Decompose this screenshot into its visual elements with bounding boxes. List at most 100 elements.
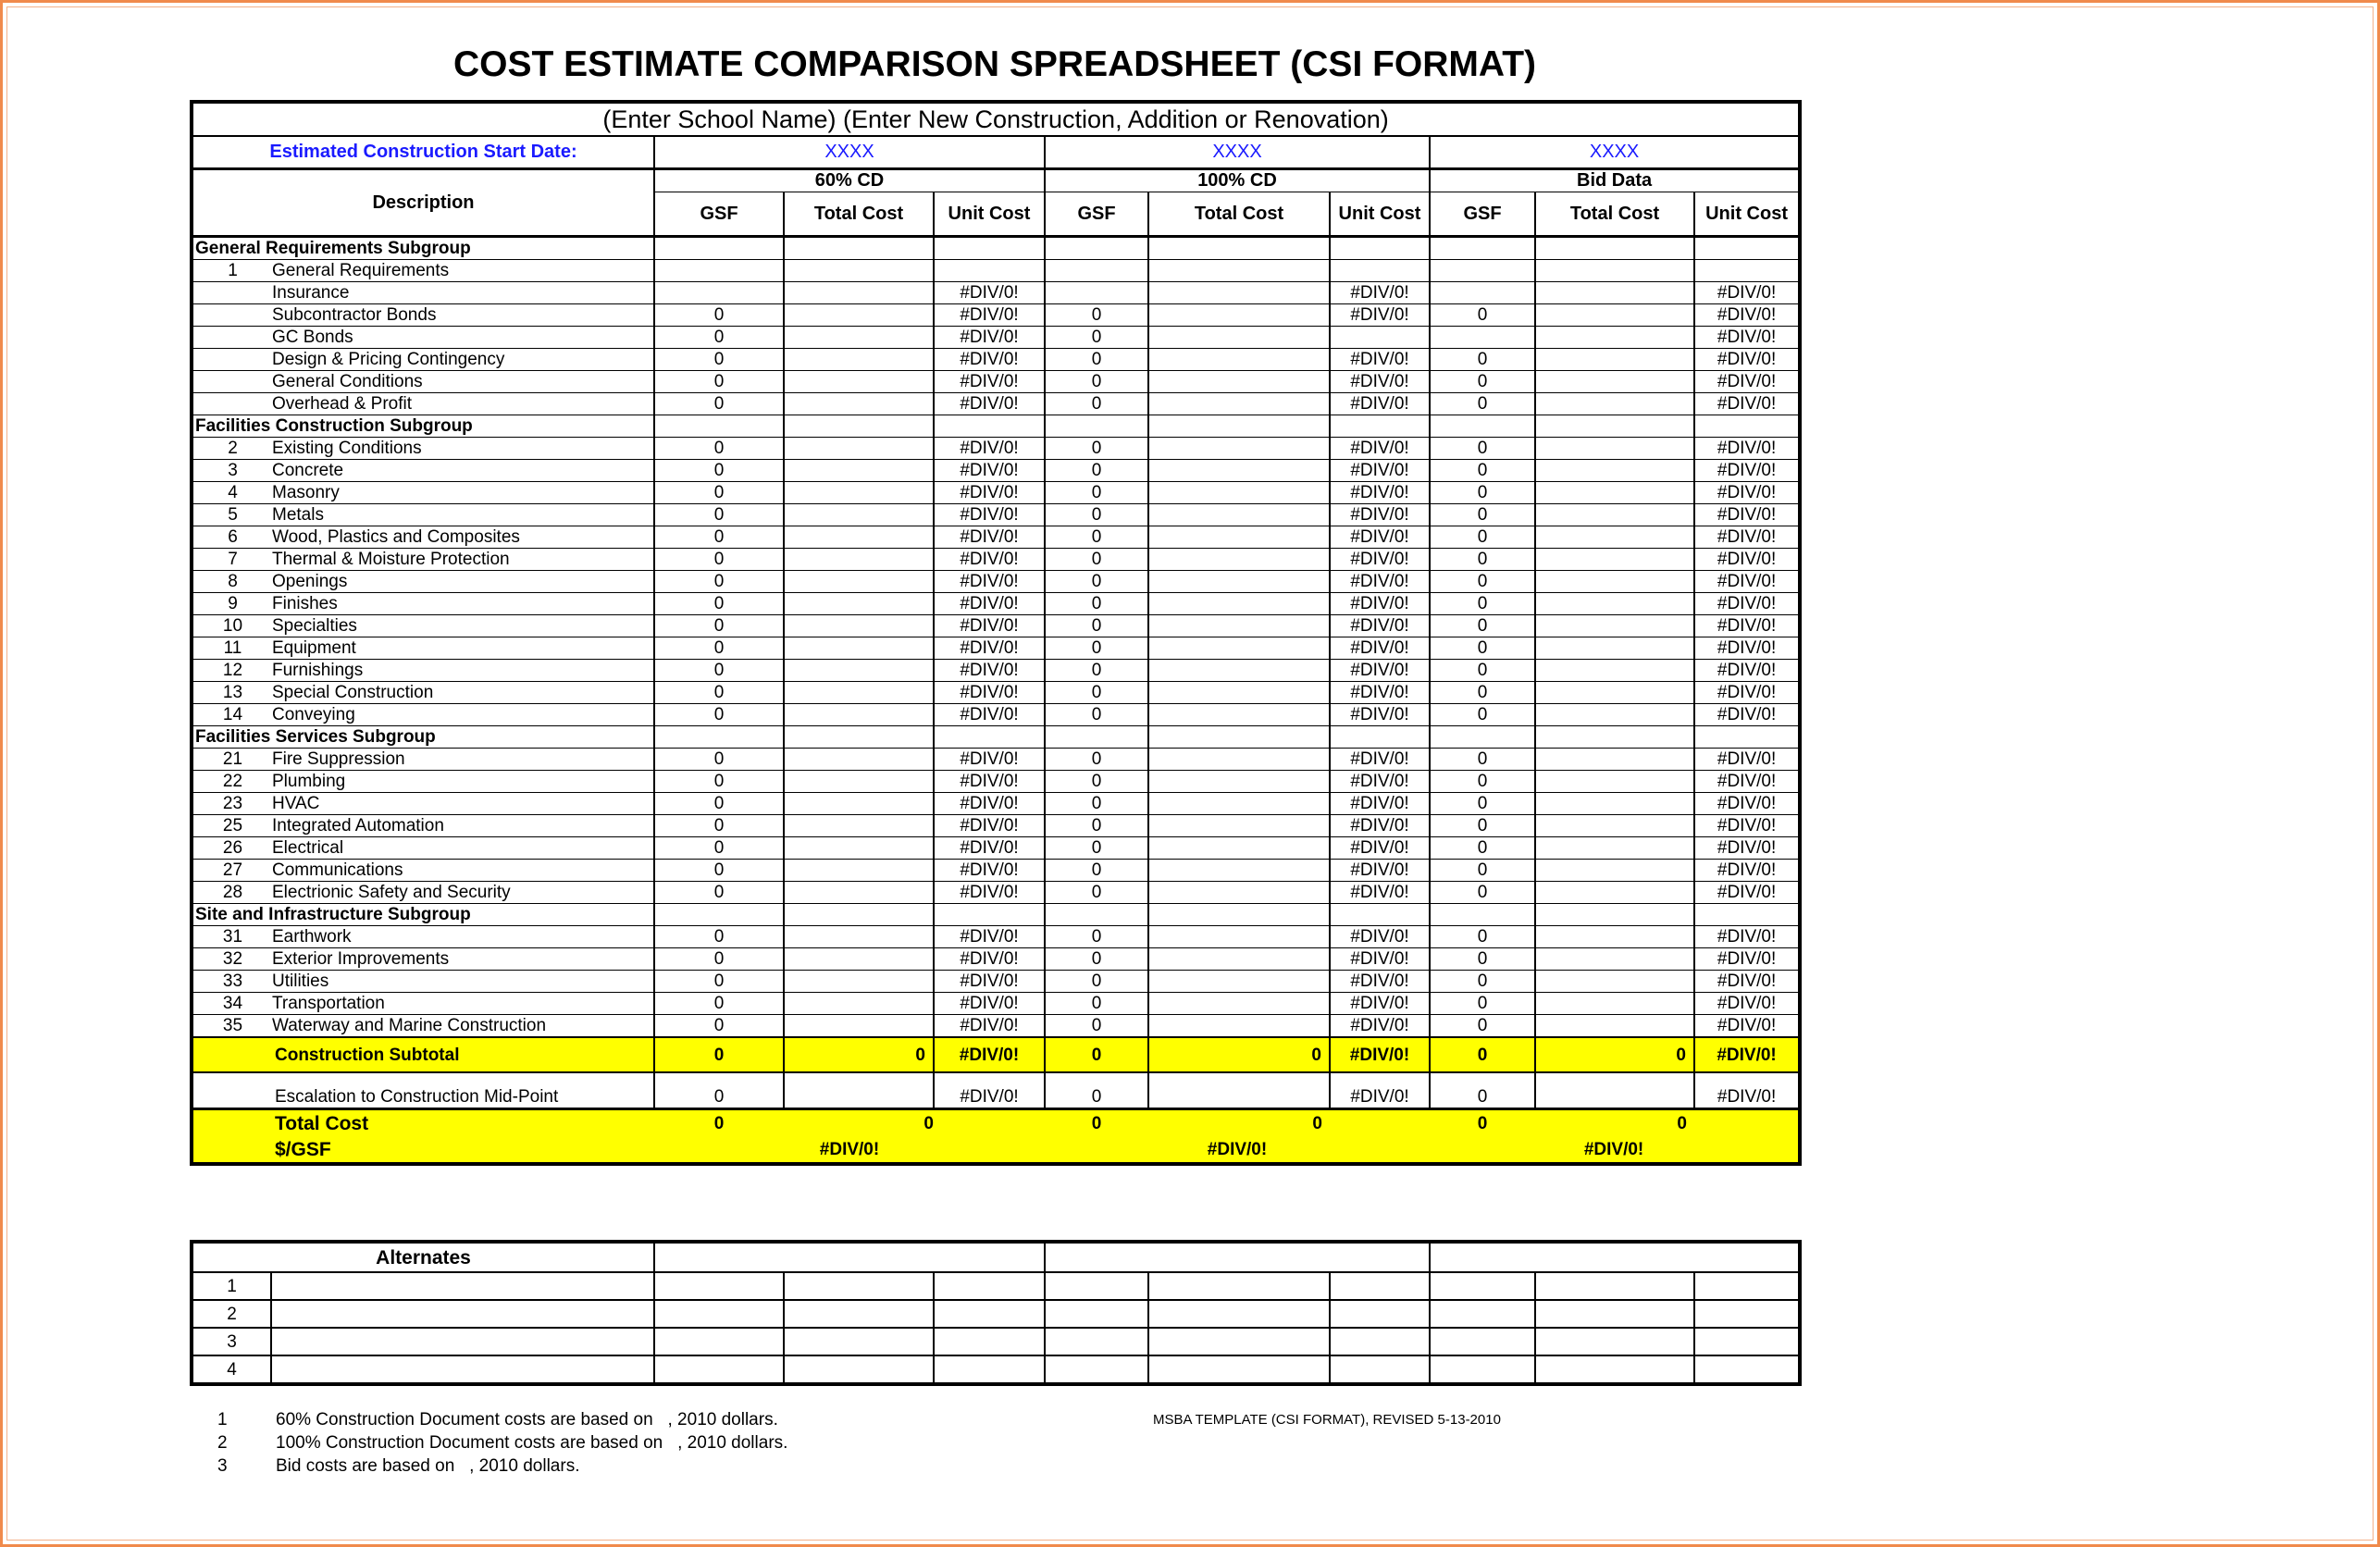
gsf-cell[interactable]: 0 [1044, 748, 1149, 771]
escalation-cell[interactable] [783, 1071, 935, 1109]
unit-cost-cell[interactable]: #DIV/0! [1329, 592, 1431, 615]
gsf-cell[interactable]: 0 [653, 370, 785, 393]
alternate-value-cell[interactable] [933, 1327, 1047, 1356]
gsf-cell[interactable]: 0 [1044, 614, 1149, 637]
total-cost-cell[interactable] [1147, 814, 1331, 837]
subtotal-cell[interactable]: 0 [1429, 1036, 1536, 1073]
gsf-cell[interactable]: 0 [1044, 970, 1149, 993]
total-cost-cell[interactable] [1147, 548, 1331, 571]
empty-cell[interactable] [1044, 415, 1149, 438]
gsf-cell[interactable]: 0 [1044, 703, 1149, 726]
gsf-cell[interactable]: 0 [653, 392, 785, 415]
unit-cost-cell[interactable]: #DIV/0! [1692, 481, 1802, 504]
unit-cost-cell[interactable]: #DIV/0! [1329, 748, 1431, 771]
total-cost-cell[interactable] [1534, 748, 1695, 771]
gsf-cell[interactable]: 0 [1044, 681, 1149, 704]
alternate-value-cell[interactable] [1147, 1271, 1332, 1301]
gsf-cell[interactable]: 0 [1429, 947, 1536, 971]
empty-cell[interactable] [1147, 903, 1331, 926]
total-cost-cell[interactable] [1147, 592, 1331, 615]
gsf-cell[interactable]: 0 [653, 836, 785, 860]
unit-cost-cell[interactable]: #DIV/0! [933, 570, 1046, 593]
unit-cost-cell[interactable]: #DIV/0! [1692, 1014, 1802, 1038]
total-cost-cell[interactable] [1534, 481, 1695, 504]
unit-cost-cell[interactable]: #DIV/0! [1692, 281, 1802, 304]
unit-cost-cell[interactable]: #DIV/0! [1692, 703, 1802, 726]
unit-cost-cell[interactable]: #DIV/0! [1692, 947, 1802, 971]
alternate-value-cell[interactable] [783, 1355, 936, 1385]
gsf-cell[interactable]: 0 [653, 792, 785, 815]
subtotal-cell[interactable]: 0 [1044, 1036, 1149, 1073]
alternate-value-cell[interactable] [1329, 1299, 1432, 1329]
gsf-cell[interactable]: 0 [1429, 392, 1536, 415]
alternate-value-cell[interactable] [1693, 1271, 1802, 1301]
total-cost-cell[interactable] [783, 992, 935, 1015]
gsf-cell[interactable]: 0 [1044, 326, 1149, 349]
gsf-cell[interactable]: 0 [1044, 659, 1149, 682]
gsf-cell[interactable]: 0 [653, 1014, 785, 1038]
total-cost-cell[interactable] [1534, 326, 1695, 349]
gsf-cell[interactable]: 0 [653, 881, 785, 904]
alternate-value-cell[interactable] [653, 1327, 786, 1356]
total-cost-cell[interactable] [783, 392, 935, 415]
unit-cost-cell[interactable]: #DIV/0! [933, 592, 1046, 615]
subtotal-cell[interactable]: 0 [1147, 1036, 1331, 1073]
gsf-cell[interactable]: 0 [1044, 370, 1149, 393]
total-cost-cell[interactable] [783, 748, 935, 771]
gsf-cell[interactable]: 0 [1429, 925, 1536, 948]
unit-cost-cell[interactable]: #DIV/0! [933, 836, 1046, 860]
unit-cost-cell[interactable] [933, 259, 1046, 282]
unit-cost-cell[interactable]: #DIV/0! [1692, 992, 1802, 1015]
total-cost-cell[interactable] [1147, 570, 1331, 593]
gsf-cell[interactable] [1429, 326, 1536, 349]
gsf-cell[interactable]: 0 [1429, 992, 1536, 1015]
unit-cost-cell[interactable]: #DIV/0! [933, 281, 1046, 304]
gsf-cell[interactable]: 0 [1429, 881, 1536, 904]
unit-cost-cell[interactable]: #DIV/0! [933, 392, 1046, 415]
unit-cost-cell[interactable] [1329, 326, 1431, 349]
unit-cost-cell[interactable]: #DIV/0! [933, 548, 1046, 571]
total-cost-cell[interactable] [1534, 792, 1695, 815]
total-cost-cell[interactable] [783, 259, 935, 282]
empty-cell[interactable] [1429, 415, 1536, 438]
gsf-cell[interactable] [1044, 281, 1149, 304]
total-cost-cell[interactable] [1147, 348, 1331, 371]
total-cost-cell[interactable] [1534, 281, 1695, 304]
per-gsf-100cd[interactable]: #DIV/0! [1045, 1136, 1430, 1164]
total-cost-cell[interactable] [1534, 259, 1695, 282]
unit-cost-cell[interactable]: #DIV/0! [933, 614, 1046, 637]
total-cost-value-100cd[interactable]: 0 [1148, 1108, 1330, 1136]
empty-cell[interactable] [1429, 236, 1536, 260]
subtotal-cell[interactable]: #DIV/0! [1329, 1036, 1431, 1073]
gsf-cell[interactable]: 0 [653, 703, 785, 726]
unit-cost-cell[interactable]: #DIV/0! [1692, 392, 1802, 415]
empty-cell[interactable] [653, 725, 785, 749]
total-cost-cell[interactable] [1534, 592, 1695, 615]
unit-cost-cell[interactable]: #DIV/0! [1329, 881, 1431, 904]
empty-cell[interactable] [783, 725, 935, 749]
gsf-cell[interactable]: 0 [1429, 348, 1536, 371]
gsf-cell[interactable]: 0 [1429, 548, 1536, 571]
total-cost-cell[interactable] [1534, 370, 1695, 393]
gsf-cell[interactable]: 0 [653, 614, 785, 637]
total-cost-cell[interactable] [1534, 970, 1695, 993]
total-cost-cell[interactable] [783, 836, 935, 860]
gsf-cell[interactable] [1044, 259, 1149, 282]
total-cost-cell[interactable] [783, 592, 935, 615]
empty-cell[interactable] [933, 725, 1046, 749]
total-cost-value-bid[interactable]: 0 [1535, 1108, 1694, 1136]
unit-cost-cell[interactable]: #DIV/0! [933, 925, 1046, 948]
empty-cell[interactable] [1044, 236, 1149, 260]
alternate-value-cell[interactable] [1693, 1355, 1802, 1385]
alternate-value-cell[interactable] [1329, 1355, 1432, 1385]
gsf-cell[interactable] [653, 281, 785, 304]
total-cost-cell[interactable] [783, 548, 935, 571]
unit-cost-cell[interactable]: #DIV/0! [1692, 570, 1802, 593]
empty-cell[interactable] [1429, 903, 1536, 926]
total-cost-cell[interactable] [1147, 614, 1331, 637]
unit-cost-cell[interactable] [1692, 259, 1802, 282]
total-cost-cell[interactable] [1147, 503, 1331, 526]
total-cost-cell[interactable] [783, 792, 935, 815]
gsf-cell[interactable]: 0 [1044, 770, 1149, 793]
gsf-cell[interactable]: 0 [653, 303, 785, 327]
